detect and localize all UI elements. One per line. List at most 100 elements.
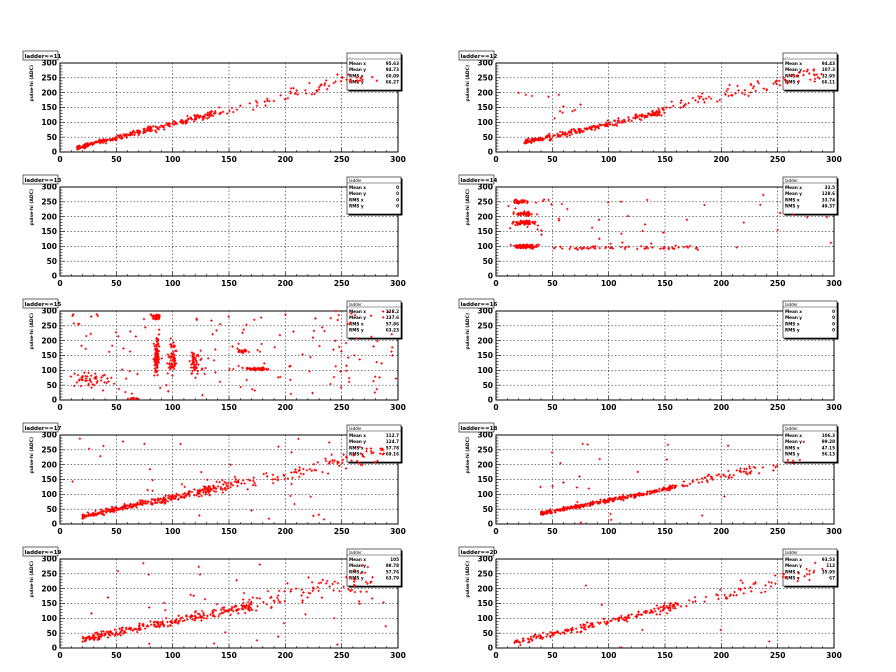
data-point: [602, 617, 606, 620]
stats-value: 33.74: [822, 197, 835, 202]
data-point: [717, 597, 720, 601]
data-point: [606, 119, 609, 122]
data-point: [570, 505, 573, 508]
data-point: [641, 493, 645, 496]
data-point: [640, 244, 643, 248]
y-axis-label: pulse-hi (ADC): [29, 313, 35, 350]
data-point: [578, 504, 582, 508]
data-point: [223, 480, 226, 484]
data-point: [698, 97, 701, 100]
data-point: [326, 579, 329, 583]
data-point: [95, 381, 99, 385]
data-point: [183, 494, 187, 498]
data-point: [248, 367, 251, 370]
data-point: [91, 143, 94, 147]
data-point: [604, 123, 608, 126]
data-point: [695, 478, 699, 481]
data-point: [87, 382, 90, 386]
data-point: [592, 625, 596, 628]
data-point: [643, 116, 646, 119]
data-point: [378, 376, 381, 379]
data-point: [655, 613, 658, 616]
data-point: [276, 594, 280, 597]
stats-value: 56.13: [822, 452, 835, 457]
data-point: [157, 352, 160, 356]
stats-value: 98.78: [386, 563, 399, 568]
data-point: [110, 376, 113, 379]
data-point: [589, 246, 592, 250]
data-point: [156, 127, 159, 130]
data-point: [88, 513, 92, 517]
data-point: [526, 225, 529, 229]
data-point: [138, 499, 142, 502]
data-point: [96, 379, 99, 383]
data-point: [146, 500, 150, 503]
data-point: [716, 100, 719, 103]
stats-label: Mean y: [785, 563, 802, 568]
data-point: [509, 243, 513, 247]
data-point: [84, 379, 87, 383]
data-point: [224, 631, 227, 634]
data-point: [156, 314, 159, 318]
data-point: [524, 139, 527, 142]
x-tick-label: 300: [826, 403, 842, 412]
data-point: [650, 114, 653, 117]
data-point: [564, 132, 567, 136]
data-point: [89, 380, 93, 384]
data-point: [96, 314, 100, 318]
data-point: [802, 73, 805, 77]
data-point: [659, 247, 662, 250]
data-point: [735, 594, 738, 597]
data-point: [180, 121, 184, 125]
data-point: [633, 117, 637, 120]
data-point: [147, 573, 150, 576]
data-point: [189, 116, 193, 120]
data-point: [598, 237, 601, 240]
y-tick-label: 250: [477, 73, 493, 82]
data-point: [606, 499, 610, 502]
data-point: [169, 337, 172, 340]
scatter-points: [539, 440, 805, 524]
x-tick-label: 100: [165, 403, 181, 412]
data-point: [172, 365, 175, 369]
data-point: [148, 468, 152, 471]
x-tick-label: 100: [165, 651, 181, 660]
data-point: [212, 489, 216, 493]
data-point: [339, 386, 343, 389]
data-point: [674, 607, 677, 610]
data-point: [598, 246, 601, 250]
data-point: [183, 485, 186, 489]
y-tick-label: 50: [483, 133, 493, 142]
data-point: [255, 101, 259, 104]
data-point: [81, 378, 84, 382]
data-point: [193, 494, 196, 497]
data-point: [294, 468, 297, 471]
data-point: [516, 223, 519, 227]
data-point: [309, 495, 312, 498]
data-point: [78, 146, 81, 149]
stats-value: 63.23: [386, 328, 399, 333]
stats-value: 128.2: [386, 309, 399, 314]
data-point: [519, 245, 523, 248]
y-axis-label: pulse-hi (ADC): [465, 437, 471, 474]
data-point: [325, 79, 328, 82]
data-point: [295, 89, 298, 92]
data-point: [594, 245, 597, 248]
data-point: [94, 372, 97, 375]
data-point: [166, 620, 169, 624]
data-point: [323, 83, 326, 87]
data-point: [241, 598, 245, 601]
data-point: [316, 461, 320, 464]
chart-panel-4: 0 50 100 150 200 250 300050100150200250300puls…: [458, 174, 842, 288]
data-point: [219, 111, 223, 115]
stats-header: ladder: [349, 178, 362, 183]
data-point: [618, 121, 621, 124]
data-point: [117, 508, 120, 511]
stats-label: RMS x: [785, 321, 800, 326]
data-point: [222, 483, 225, 486]
data-point: [99, 379, 103, 382]
data-point: [256, 366, 260, 370]
data-point: [559, 134, 562, 137]
data-point: [171, 352, 175, 355]
scatter-points: [69, 309, 398, 401]
